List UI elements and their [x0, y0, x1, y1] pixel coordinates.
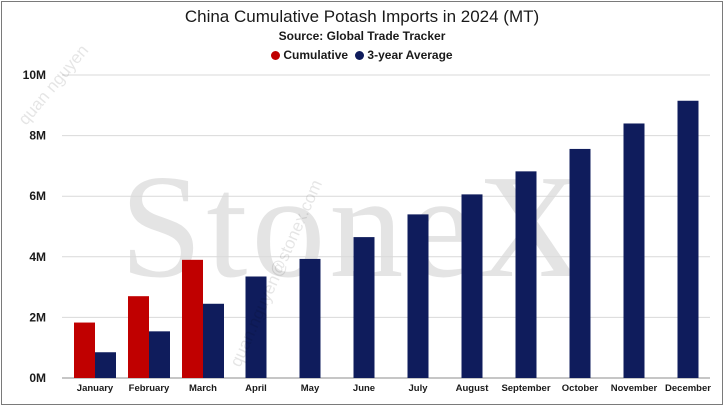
- bar-3-year-average: [95, 352, 116, 378]
- x-tick-label: February: [129, 383, 170, 394]
- x-tick-label: May: [301, 383, 320, 394]
- bar-3-year-average: [245, 276, 267, 378]
- chart-title: China Cumulative Potash Imports in 2024 …: [184, 7, 540, 26]
- x-tick-label: October: [562, 383, 599, 394]
- legend-label-cumulative: Cumulative: [283, 48, 349, 62]
- x-tick-label: July: [408, 383, 428, 394]
- y-tick-label: 8M: [29, 129, 46, 143]
- bar-3-year-average: [515, 171, 537, 378]
- watermark-user: quan nguyen: [15, 41, 93, 129]
- y-tick-label: 2M: [29, 310, 46, 324]
- legend-item-cumulative: Cumulative: [271, 48, 348, 62]
- bar-3-year-average: [149, 331, 170, 378]
- chart-legend: Cumulative 3-year Average: [2, 48, 722, 62]
- x-tick-label: November: [611, 383, 658, 394]
- x-tick-label: March: [189, 383, 217, 394]
- bar-3-year-average: [623, 123, 645, 378]
- bar-cumulative: [182, 259, 203, 378]
- legend-swatch-3-year-average: [355, 51, 365, 60]
- legend-label-3-year-average: 3-year Average: [367, 48, 453, 62]
- bar-cumulative: [74, 322, 95, 378]
- bar-3-year-average: [353, 237, 375, 378]
- x-tick-label: December: [665, 383, 711, 394]
- x-tick-label: January: [77, 383, 114, 394]
- x-tick-label: June: [353, 383, 375, 394]
- bar-cumulative: [128, 296, 149, 378]
- bar-3-year-average: [677, 100, 699, 378]
- x-tick-label: April: [245, 383, 267, 394]
- bar-3-year-average: [569, 148, 591, 378]
- legend-swatch-cumulative: [271, 51, 281, 60]
- x-tick-label: August: [456, 383, 490, 394]
- y-tick-label: 6M: [29, 189, 46, 203]
- legend-item-3-year-average: 3-year Average: [355, 48, 453, 62]
- bar-3-year-average: [299, 258, 321, 378]
- y-tick-label: 10M: [23, 68, 46, 82]
- y-tick-label: 4M: [29, 250, 46, 264]
- bar-3-year-average: [203, 303, 224, 378]
- bar-3-year-average: [407, 214, 429, 378]
- x-tick-label: September: [501, 383, 550, 394]
- y-tick-label: 0M: [29, 371, 46, 385]
- bar-3-year-average: [461, 194, 483, 378]
- chart-subtitle: Source: Global Trade Tracker: [278, 29, 446, 43]
